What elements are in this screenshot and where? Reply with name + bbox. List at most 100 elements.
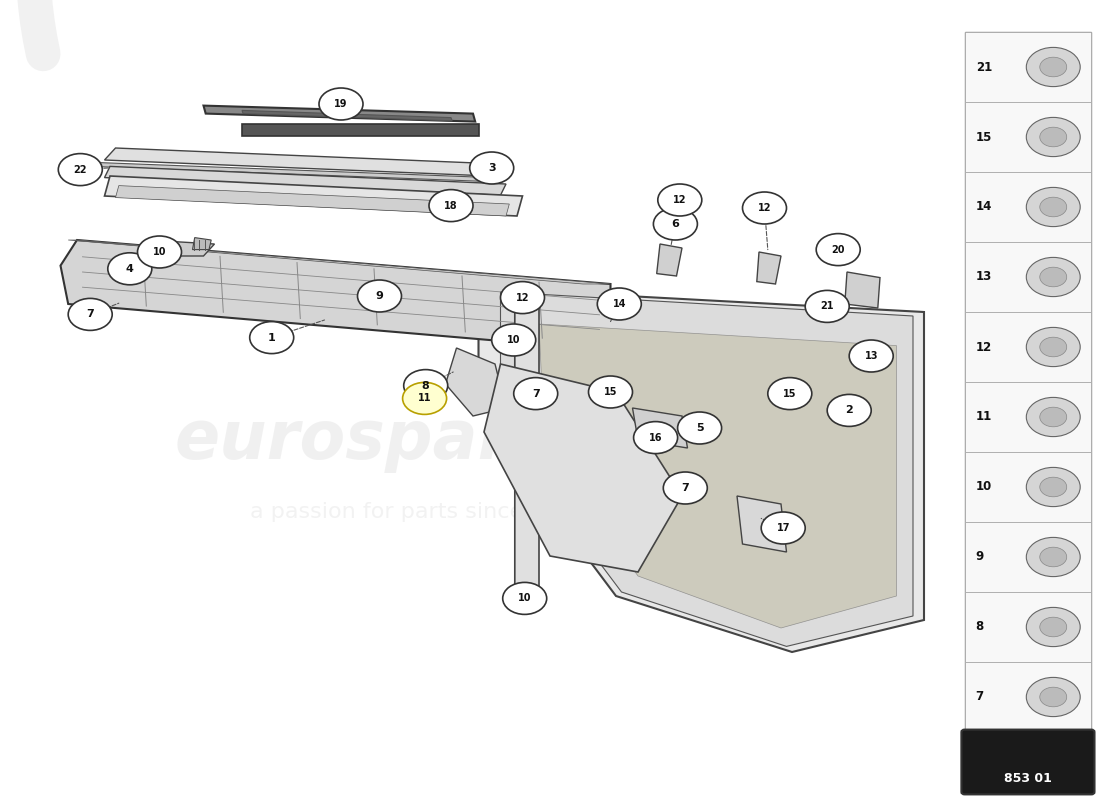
Circle shape <box>1040 477 1067 497</box>
Circle shape <box>1040 547 1067 566</box>
FancyBboxPatch shape <box>965 172 1091 242</box>
Polygon shape <box>500 292 913 646</box>
Circle shape <box>250 322 294 354</box>
Polygon shape <box>104 148 500 176</box>
FancyBboxPatch shape <box>965 32 1091 732</box>
Circle shape <box>663 472 707 504</box>
Text: a passion for parts since 1985: a passion for parts since 1985 <box>250 502 586 522</box>
Circle shape <box>108 253 152 285</box>
FancyBboxPatch shape <box>965 662 1091 732</box>
Circle shape <box>768 378 812 410</box>
Polygon shape <box>737 496 786 552</box>
Circle shape <box>588 376 632 408</box>
Text: 853 01: 853 01 <box>1004 772 1052 786</box>
Circle shape <box>503 582 547 614</box>
Text: 10: 10 <box>507 335 520 345</box>
Circle shape <box>597 288 641 320</box>
Polygon shape <box>657 244 682 276</box>
Circle shape <box>658 184 702 216</box>
Circle shape <box>358 280 402 312</box>
FancyBboxPatch shape <box>961 730 1094 794</box>
Text: 22: 22 <box>74 165 87 174</box>
Circle shape <box>1040 687 1067 707</box>
Text: 4: 4 <box>125 264 134 274</box>
Polygon shape <box>192 238 211 250</box>
Circle shape <box>1026 678 1080 717</box>
Text: 21: 21 <box>821 302 834 311</box>
Circle shape <box>1026 47 1080 86</box>
Text: 10: 10 <box>153 247 166 257</box>
Polygon shape <box>446 348 506 416</box>
Text: 12: 12 <box>516 293 529 302</box>
Text: 2: 2 <box>845 406 854 415</box>
Polygon shape <box>515 304 539 596</box>
Text: 11: 11 <box>418 394 431 403</box>
Polygon shape <box>539 324 896 628</box>
Circle shape <box>1040 618 1067 637</box>
Circle shape <box>514 378 558 410</box>
Polygon shape <box>757 252 781 284</box>
Text: 11: 11 <box>976 410 992 423</box>
Circle shape <box>138 236 182 268</box>
Text: 1: 1 <box>267 333 276 342</box>
FancyBboxPatch shape <box>965 312 1091 382</box>
Circle shape <box>500 282 544 314</box>
Text: 6: 6 <box>671 219 680 229</box>
Text: 3: 3 <box>488 163 495 173</box>
FancyBboxPatch shape <box>965 102 1091 172</box>
Text: eurospares: eurospares <box>174 407 596 473</box>
Polygon shape <box>104 176 522 216</box>
Circle shape <box>653 208 697 240</box>
Circle shape <box>429 190 473 222</box>
Circle shape <box>849 340 893 372</box>
Polygon shape <box>163 242 214 256</box>
Circle shape <box>827 394 871 426</box>
Circle shape <box>470 152 514 184</box>
Text: 18: 18 <box>444 201 458 210</box>
Text: 7: 7 <box>531 389 540 398</box>
Text: 16: 16 <box>649 433 662 442</box>
FancyBboxPatch shape <box>965 382 1091 452</box>
Circle shape <box>634 422 678 454</box>
Circle shape <box>1040 127 1067 147</box>
Text: 8: 8 <box>976 621 984 634</box>
Polygon shape <box>845 272 880 308</box>
Circle shape <box>1026 187 1080 226</box>
FancyBboxPatch shape <box>965 242 1091 312</box>
FancyBboxPatch shape <box>965 32 1091 102</box>
Circle shape <box>319 88 363 120</box>
Text: 9: 9 <box>375 291 384 301</box>
Circle shape <box>1026 538 1080 577</box>
Text: 19: 19 <box>334 99 348 109</box>
Polygon shape <box>632 408 688 448</box>
Polygon shape <box>72 162 492 182</box>
Text: 14: 14 <box>613 299 626 309</box>
Text: 17: 17 <box>777 523 790 533</box>
Circle shape <box>742 192 786 224</box>
Polygon shape <box>484 364 682 572</box>
Text: 20: 20 <box>832 245 845 254</box>
Polygon shape <box>242 110 452 121</box>
Circle shape <box>492 324 536 356</box>
Circle shape <box>404 370 448 402</box>
Circle shape <box>1040 338 1067 357</box>
Text: 12: 12 <box>673 195 686 205</box>
Text: 12: 12 <box>976 341 992 354</box>
Circle shape <box>1026 607 1080 646</box>
Circle shape <box>678 412 722 444</box>
Circle shape <box>1040 267 1067 286</box>
Circle shape <box>1040 198 1067 217</box>
Polygon shape <box>60 240 610 348</box>
Circle shape <box>1026 467 1080 506</box>
Polygon shape <box>104 166 506 195</box>
Circle shape <box>58 154 102 186</box>
Circle shape <box>403 382 447 414</box>
Circle shape <box>805 290 849 322</box>
FancyBboxPatch shape <box>965 452 1091 522</box>
Circle shape <box>761 512 805 544</box>
Polygon shape <box>116 186 509 216</box>
Circle shape <box>1026 258 1080 297</box>
Text: 7: 7 <box>976 690 983 703</box>
FancyBboxPatch shape <box>965 592 1091 662</box>
Text: 9: 9 <box>976 550 984 563</box>
